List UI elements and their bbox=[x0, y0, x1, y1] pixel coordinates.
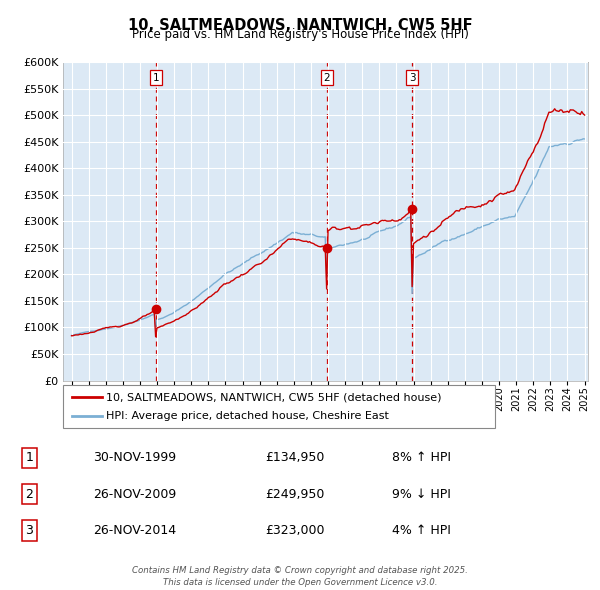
Text: 4% ↑ HPI: 4% ↑ HPI bbox=[392, 524, 451, 537]
Text: 10, SALTMEADOWS, NANTWICH, CW5 5HF: 10, SALTMEADOWS, NANTWICH, CW5 5HF bbox=[128, 18, 472, 32]
Text: 9% ↓ HPI: 9% ↓ HPI bbox=[392, 487, 451, 501]
Text: 2: 2 bbox=[25, 487, 33, 501]
Text: £134,950: £134,950 bbox=[265, 451, 325, 464]
Text: 2: 2 bbox=[323, 73, 330, 83]
Text: £323,000: £323,000 bbox=[265, 524, 325, 537]
Text: 26-NOV-2014: 26-NOV-2014 bbox=[92, 524, 176, 537]
Text: Price paid vs. HM Land Registry's House Price Index (HPI): Price paid vs. HM Land Registry's House … bbox=[131, 28, 469, 41]
Text: 3: 3 bbox=[25, 524, 33, 537]
Text: 26-NOV-2009: 26-NOV-2009 bbox=[92, 487, 176, 501]
FancyBboxPatch shape bbox=[63, 385, 495, 428]
Text: 30-NOV-1999: 30-NOV-1999 bbox=[92, 451, 176, 464]
Text: 8% ↑ HPI: 8% ↑ HPI bbox=[392, 451, 451, 464]
Text: £249,950: £249,950 bbox=[265, 487, 325, 501]
Text: 1: 1 bbox=[152, 73, 159, 83]
Text: Contains HM Land Registry data © Crown copyright and database right 2025.
This d: Contains HM Land Registry data © Crown c… bbox=[132, 566, 468, 587]
Text: 10, SALTMEADOWS, NANTWICH, CW5 5HF (detached house): 10, SALTMEADOWS, NANTWICH, CW5 5HF (deta… bbox=[106, 392, 442, 402]
Text: 3: 3 bbox=[409, 73, 416, 83]
Text: HPI: Average price, detached house, Cheshire East: HPI: Average price, detached house, Ches… bbox=[106, 411, 389, 421]
Text: 1: 1 bbox=[25, 451, 33, 464]
